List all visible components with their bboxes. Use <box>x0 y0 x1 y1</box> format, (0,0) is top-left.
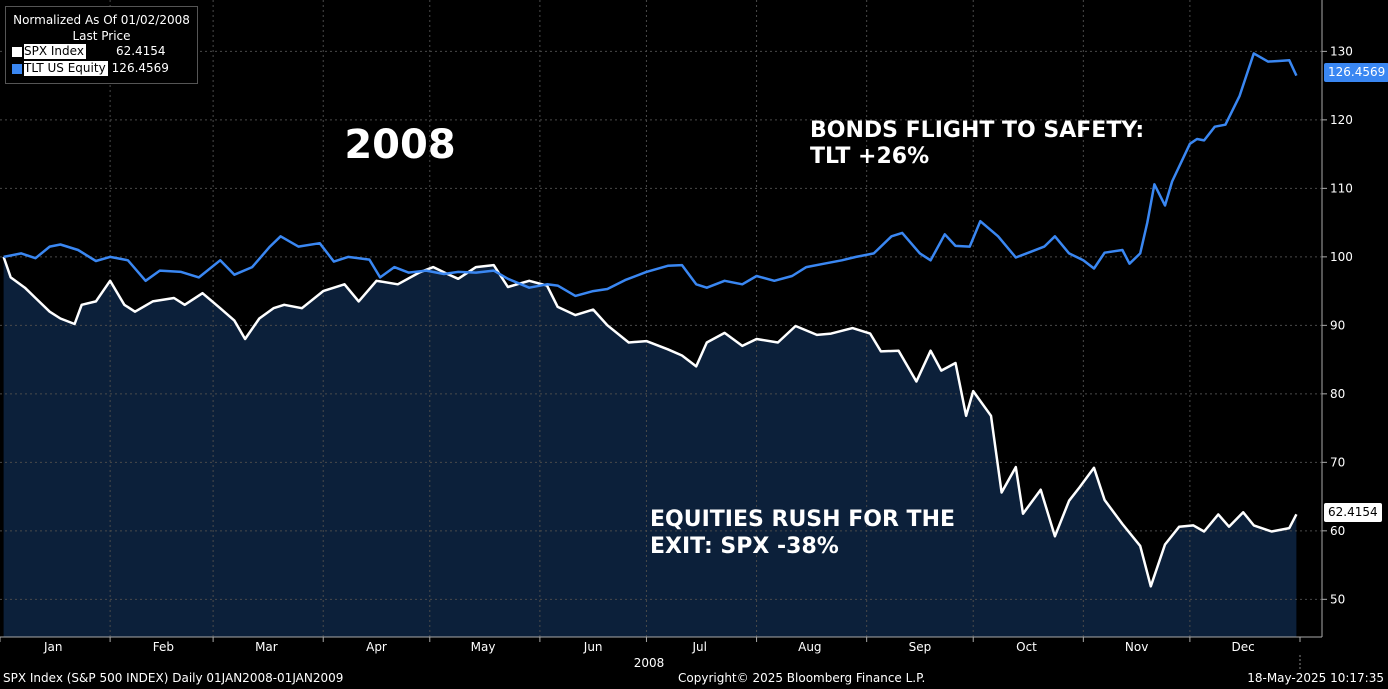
axes: 50 60 70 80 90 100 110 120 130 Jan Feb Mar Apr May Jun… <box>0 0 1353 670</box>
footer-left: SPX Index (S&P 500 INDEX) Daily 01JAN200… <box>3 671 344 685</box>
x-tick-label: Dec <box>1232 640 1255 654</box>
tlt-last-price-tag: 126.4569 <box>1324 63 1388 82</box>
y-tick-label: 120 <box>1330 113 1353 127</box>
x-tick-label: Feb <box>153 640 174 654</box>
x-tick-label: Aug <box>798 640 821 654</box>
x-tick-label: Nov <box>1125 640 1148 654</box>
legend-name-spx: SPX Index <box>24 44 86 59</box>
legend: Normalized As Of 01/02/2008 Last Price S… <box>5 6 198 84</box>
legend-value-spx: 62.4154 <box>115 44 166 58</box>
x-tick-label: Jun <box>583 640 603 654</box>
spx-last-price-tag: 62.4154 <box>1324 503 1382 522</box>
bonds-annotation-line2: TLT +26% <box>810 144 929 169</box>
y-tick-label: 70 <box>1330 455 1345 469</box>
footer-center: Copyright© 2025 Bloomberg Finance L.P. <box>678 671 926 685</box>
x-tick-label: May <box>471 640 496 654</box>
year-watermark: 2008 <box>344 122 455 168</box>
spx-line <box>2 256 1298 588</box>
equities-annotation-line1: EQUITIES RUSH FOR THE <box>650 507 955 532</box>
legend-title: Normalized As Of 01/02/2008 <box>13 13 190 27</box>
spx-area <box>3 256 1297 637</box>
tlt-line <box>3 52 1298 298</box>
x-tick-label: Sep <box>909 640 932 654</box>
legend-name-tlt: TLT US Equity <box>24 61 108 76</box>
y-tick-label: 60 <box>1330 524 1345 538</box>
x-tick-label: Jul <box>691 640 706 654</box>
y-tick-label: 50 <box>1330 592 1345 606</box>
footer-right: 18-May-2025 10:17:35 <box>1247 671 1384 685</box>
x-axis-year-label: 2008 <box>634 656 665 670</box>
x-tick-label: Apr <box>366 640 387 654</box>
legend-swatch-tlt <box>12 63 22 74</box>
y-tick-label: 130 <box>1330 44 1353 58</box>
gridlines <box>0 0 1322 637</box>
y-tick-label: 90 <box>1330 318 1345 332</box>
legend-swatch-spx <box>12 46 22 57</box>
series-lines <box>2 52 1298 588</box>
x-tick-label: Jan <box>43 640 63 654</box>
legend-item-tlt: TLT US Equity 126.4569 <box>12 61 169 76</box>
x-tick-label: Oct <box>1016 640 1037 654</box>
bonds-annotation-line1: BONDS FLIGHT TO SAFETY: <box>810 118 1144 143</box>
legend-subtitle: Last Price <box>72 29 131 43</box>
equities-annotation-line2: EXIT: SPX -38% <box>650 534 839 559</box>
spx-area-fill <box>3 256 1297 637</box>
y-tick-label: 110 <box>1330 181 1353 195</box>
y-tick-label: 100 <box>1330 250 1353 264</box>
x-tick-label: Mar <box>255 640 278 654</box>
legend-item-spx: SPX Index 62.4154 <box>12 44 166 59</box>
y-tick-label: 80 <box>1330 387 1345 401</box>
legend-value-tlt: 126.4569 <box>111 61 169 75</box>
